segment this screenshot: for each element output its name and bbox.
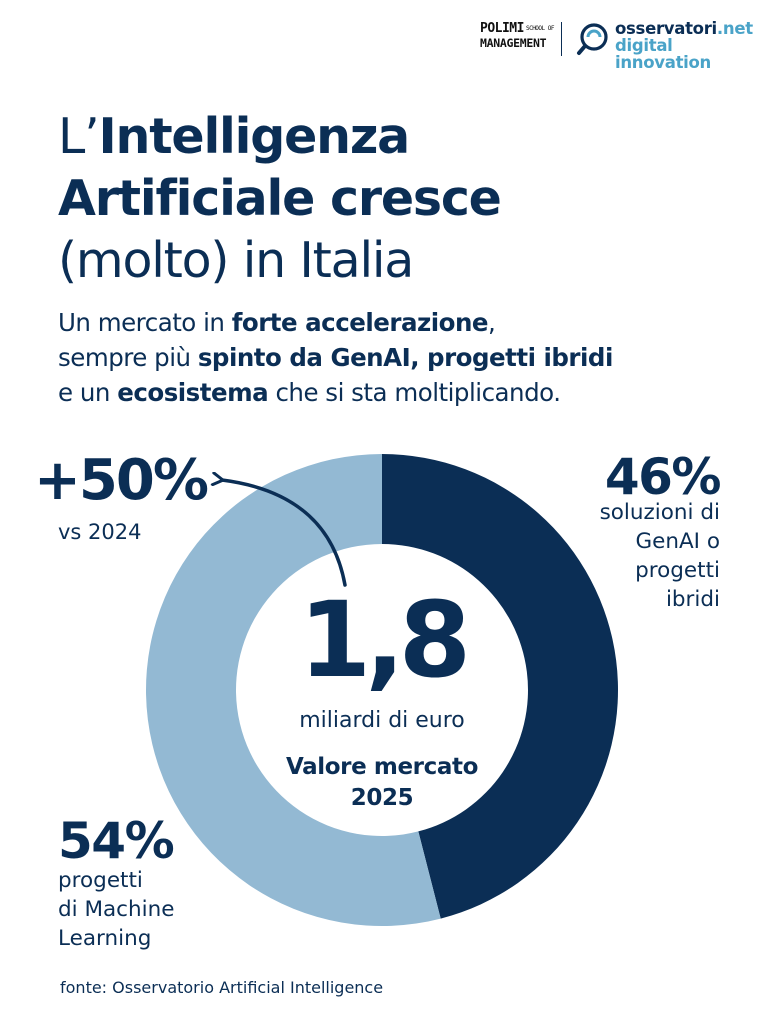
osservatori-magnifier-icon — [577, 23, 608, 55]
genai-label-line: soluzioni di — [599, 500, 720, 525]
subtitle-text: , — [488, 308, 496, 337]
subtitle-text: Un mercato in — [58, 308, 232, 337]
page-title: L’Intelligenza Artificiale cresce (molto… — [58, 106, 738, 292]
market-caption: Valore mercato 2025 — [232, 752, 532, 814]
donut-slice-ml — [146, 454, 441, 926]
subtitle-text: sempre più — [58, 343, 198, 372]
source-note: fonte: Osservatorio Artificial Intellige… — [60, 978, 384, 997]
subtitle-bold: ecosistema — [117, 378, 269, 407]
title-bold-line2: Artificiale cresce — [58, 170, 502, 227]
ml-label-line: progetti — [58, 868, 143, 893]
ml-share-value: 54% — [58, 812, 175, 870]
ml-share-label: progetti di Machine Learning — [58, 866, 258, 953]
genai-share-value: 46% — [604, 448, 722, 506]
genai-label-line: progetti — [635, 558, 720, 583]
ml-label-line: di Machine — [58, 897, 175, 922]
ml-label-line: Learning — [58, 926, 152, 951]
genai-share-label: soluzioni di GenAI o progetti ibridi — [520, 498, 720, 614]
genai-label-line: ibridi — [665, 587, 720, 612]
osservatori-tld: .net — [716, 19, 753, 38]
polimi-logo-text: POLIMI — [480, 21, 524, 36]
subtitle-bold: spinto da GenAI, progetti ibridi — [197, 343, 614, 372]
market-caption-line: Valore mercato — [286, 754, 478, 780]
polimi-logo-management: MANAGEMENT — [480, 36, 547, 50]
osservatori-logo: osservatori.net digital innovation — [615, 20, 764, 71]
growth-value: +50% — [34, 448, 209, 513]
title-bold-line1: Intelligenza — [98, 108, 410, 165]
polimi-logo-small-text: SCHOOL OF — [525, 25, 555, 32]
logo-divider — [561, 22, 562, 56]
subtitle-text: che si sta moltiplicando. — [268, 378, 561, 407]
title-prefix: L’ — [58, 108, 100, 165]
osservatori-tagline: digital innovation — [615, 36, 712, 72]
osservatori-name: osservatori — [615, 19, 717, 38]
growth-arrow — [222, 480, 347, 587]
subtitle-bold: forte accelerazione — [231, 308, 489, 337]
polimi-logo: POLIMI SCHOOL OF MANAGEMENT — [480, 21, 555, 51]
market-value: 1,8 — [298, 579, 471, 701]
title-line3: (molto) in Italia — [58, 232, 414, 289]
market-caption-year: 2025 — [350, 785, 414, 811]
genai-label-line: GenAI o — [635, 529, 720, 554]
subtitle-text: e un — [58, 378, 118, 407]
growth-note: vs 2024 — [58, 520, 142, 544]
subtitle: Un mercato in forte accelerazione, sempr… — [58, 305, 748, 410]
donut-slice-genai — [382, 454, 619, 919]
market-unit: miliardi di euro — [299, 708, 465, 733]
